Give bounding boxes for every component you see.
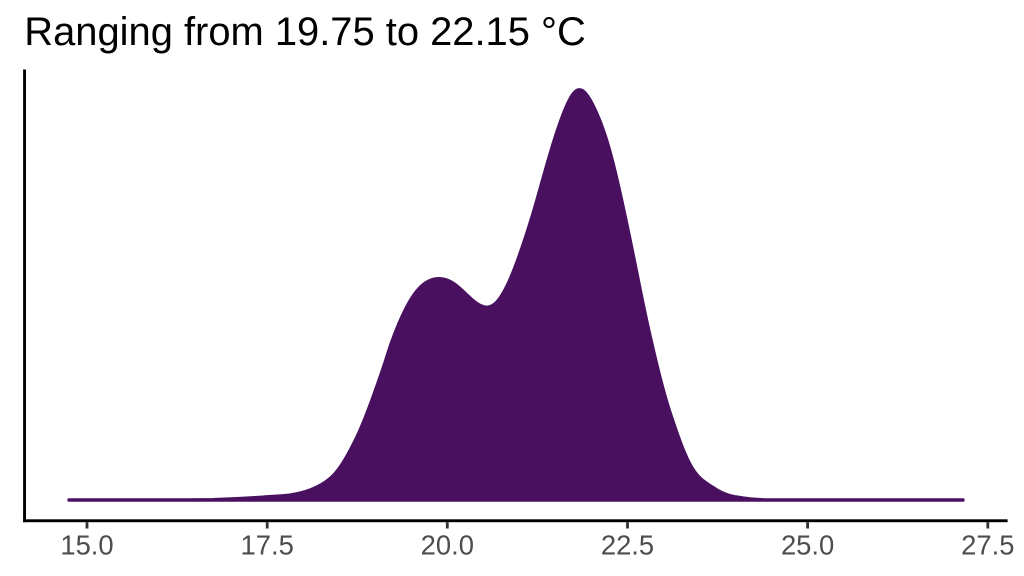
svg-text:15.0: 15.0 <box>60 530 113 561</box>
svg-text:17.5: 17.5 <box>241 530 294 561</box>
svg-text:Ranging from 19.75 to 22.15 °C: Ranging from 19.75 to 22.15 °C <box>24 10 585 54</box>
svg-text:22.5: 22.5 <box>601 530 654 561</box>
svg-text:25.0: 25.0 <box>781 530 834 561</box>
svg-text:20.0: 20.0 <box>421 530 474 561</box>
svg-text:27.5: 27.5 <box>961 530 1014 561</box>
